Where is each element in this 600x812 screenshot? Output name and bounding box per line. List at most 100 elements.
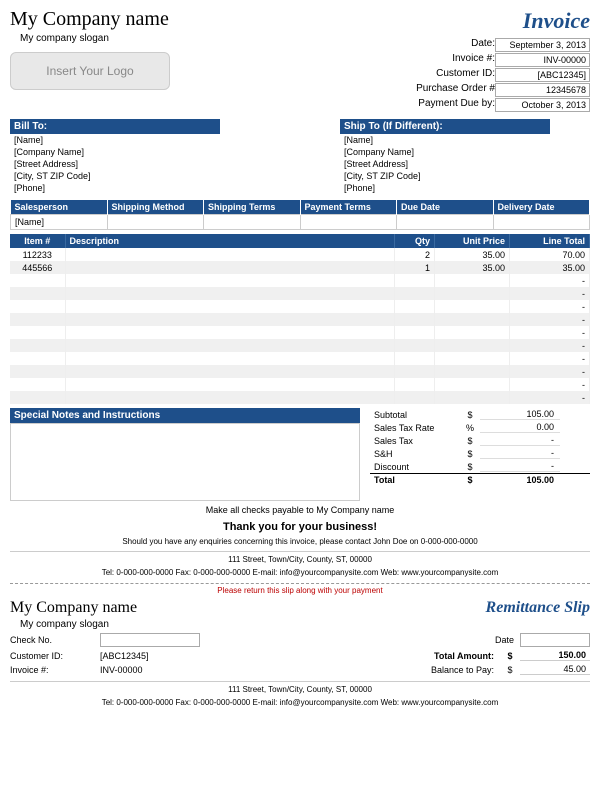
item-cell[interactable]: [65, 391, 395, 404]
item-cell[interactable]: [395, 378, 435, 391]
ship-terms-cell[interactable]: [300, 215, 397, 230]
item-cell[interactable]: [65, 287, 395, 300]
item-cell[interactable]: -: [510, 313, 590, 326]
item-cell[interactable]: [10, 326, 65, 339]
table-row: -: [10, 326, 590, 339]
notes-body[interactable]: [10, 423, 360, 501]
item-cell[interactable]: -: [510, 274, 590, 287]
item-cell[interactable]: 35.00: [435, 261, 510, 274]
item-cell[interactable]: [435, 339, 510, 352]
remit-check-box[interactable]: [100, 633, 200, 647]
item-cell[interactable]: [395, 287, 435, 300]
ship-terms-header: Shipping Method: [107, 200, 204, 215]
item-cell[interactable]: [10, 378, 65, 391]
item-cell[interactable]: -: [510, 339, 590, 352]
item-cell[interactable]: -: [510, 287, 590, 300]
meta-customer-value[interactable]: [ABC12345]: [495, 68, 590, 82]
meta-invoice-value[interactable]: INV-00000: [495, 53, 590, 67]
item-cell[interactable]: [435, 365, 510, 378]
totals-total-unit: $: [460, 475, 480, 485]
remit-balance-label: Balance to Pay:: [200, 665, 500, 675]
item-cell[interactable]: 1: [395, 261, 435, 274]
table-row: -: [10, 300, 590, 313]
meta-date-value[interactable]: September 3, 2013: [495, 38, 590, 52]
item-cell[interactable]: [435, 378, 510, 391]
item-cell[interactable]: 2: [395, 248, 435, 261]
item-cell[interactable]: [65, 300, 395, 313]
ship-terms-cell[interactable]: [107, 215, 204, 230]
table-row: -: [10, 313, 590, 326]
item-cell[interactable]: [10, 300, 65, 313]
item-cell[interactable]: 70.00: [510, 248, 590, 261]
remit-total-label: Total Amount:: [200, 651, 500, 661]
totals-unit: $: [460, 410, 480, 420]
item-cell[interactable]: [435, 274, 510, 287]
item-cell[interactable]: 35.00: [510, 261, 590, 274]
remit-title: Remittance Slip: [486, 599, 590, 617]
item-cell[interactable]: [395, 300, 435, 313]
totals-value: -: [480, 461, 560, 472]
footer-enquiry: Should you have any enquiries concerning…: [10, 537, 590, 546]
address-line: [Name]: [340, 134, 550, 146]
item-cell[interactable]: [395, 352, 435, 365]
item-cell[interactable]: [65, 261, 395, 274]
totals-label: Sales Tax: [370, 436, 460, 446]
remit-date-value[interactable]: [520, 633, 590, 647]
item-cell[interactable]: -: [510, 352, 590, 365]
company-name: My Company name: [10, 8, 170, 31]
remit-company-name: My Company name: [10, 599, 137, 617]
items-header-total: Line Total: [510, 234, 590, 248]
item-cell[interactable]: [65, 378, 395, 391]
logo-placeholder[interactable]: Insert Your Logo: [10, 52, 170, 90]
item-cell[interactable]: [65, 365, 395, 378]
address-line: [City, ST ZIP Code]: [10, 170, 220, 182]
item-cell[interactable]: [435, 287, 510, 300]
item-cell[interactable]: 445566: [10, 261, 65, 274]
totals-total-value: 105.00: [480, 475, 560, 485]
item-cell[interactable]: [10, 352, 65, 365]
item-cell[interactable]: [435, 326, 510, 339]
ship-terms-cell[interactable]: [397, 215, 494, 230]
ship-terms-header: Due Date: [397, 200, 494, 215]
item-cell[interactable]: [395, 313, 435, 326]
item-cell[interactable]: [10, 274, 65, 287]
item-cell[interactable]: [435, 352, 510, 365]
item-cell[interactable]: [395, 339, 435, 352]
item-cell[interactable]: [10, 339, 65, 352]
item-cell[interactable]: [65, 274, 395, 287]
item-cell[interactable]: -: [510, 365, 590, 378]
item-cell[interactable]: [65, 326, 395, 339]
item-cell[interactable]: [65, 339, 395, 352]
ship-terms-header: Delivery Date: [493, 200, 590, 215]
item-cell[interactable]: [435, 391, 510, 404]
item-cell[interactable]: [395, 365, 435, 378]
item-cell[interactable]: [10, 313, 65, 326]
ship-terms-cell[interactable]: [204, 215, 301, 230]
item-cell[interactable]: [10, 365, 65, 378]
item-cell[interactable]: -: [510, 300, 590, 313]
item-cell[interactable]: [65, 352, 395, 365]
item-cell[interactable]: [435, 313, 510, 326]
items-table: Item # Description Qty Unit Price Line T…: [10, 234, 590, 404]
item-cell[interactable]: [65, 248, 395, 261]
address-line: [Street Address]: [340, 158, 550, 170]
item-cell[interactable]: -: [510, 391, 590, 404]
ship-terms-cell[interactable]: [Name]: [11, 215, 108, 230]
item-cell[interactable]: [435, 300, 510, 313]
item-cell[interactable]: [10, 391, 65, 404]
item-cell[interactable]: [395, 274, 435, 287]
item-cell[interactable]: 112233: [10, 248, 65, 261]
item-cell[interactable]: [65, 313, 395, 326]
item-cell[interactable]: -: [510, 326, 590, 339]
item-cell[interactable]: -: [510, 378, 590, 391]
meta-due-value[interactable]: October 3, 2013: [495, 98, 590, 112]
item-cell[interactable]: [10, 287, 65, 300]
item-cell[interactable]: [395, 391, 435, 404]
meta-customer-label: Customer ID:: [400, 68, 495, 82]
item-cell[interactable]: [395, 326, 435, 339]
table-row: -: [10, 287, 590, 300]
item-cell[interactable]: 35.00: [435, 248, 510, 261]
meta-po-value[interactable]: 12345678: [495, 83, 590, 97]
remit-invoice-label: Invoice #:: [10, 665, 100, 675]
ship-terms-cell[interactable]: [493, 215, 590, 230]
